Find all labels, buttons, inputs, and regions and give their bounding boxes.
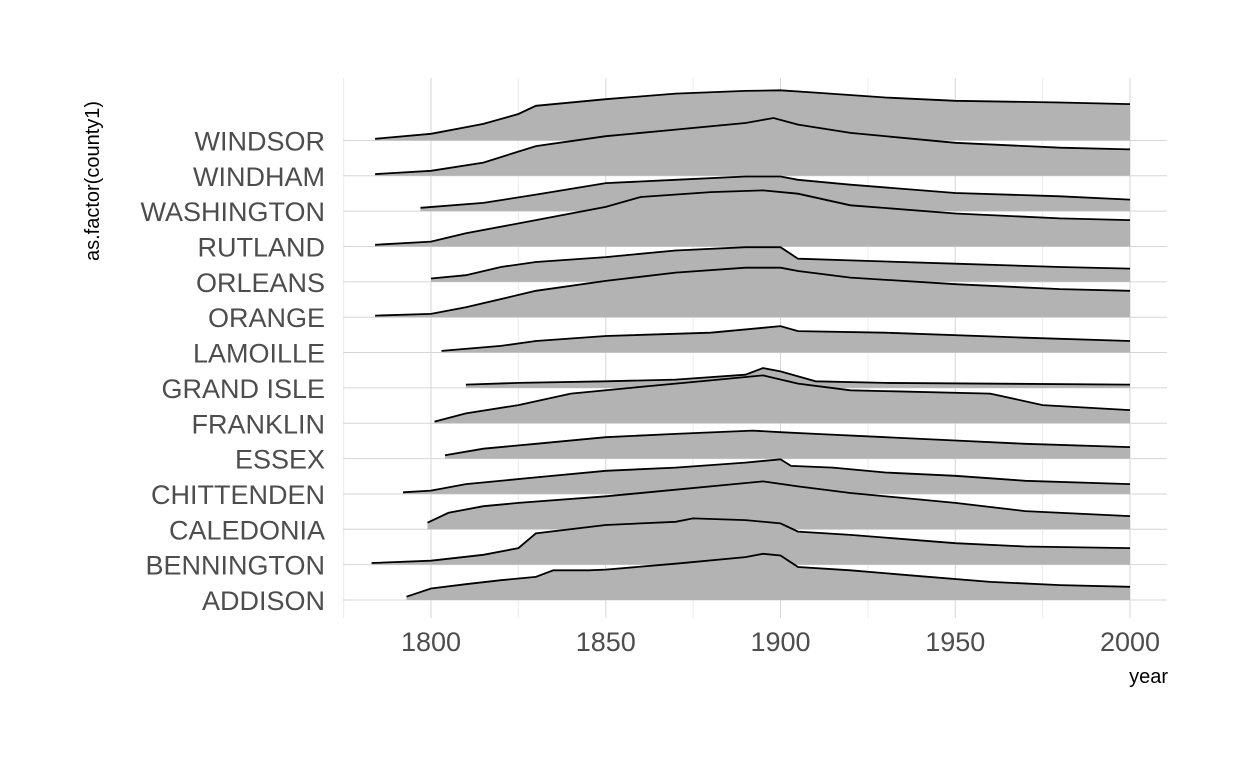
y-tick-label: ORANGE <box>208 303 325 333</box>
ridge-area <box>434 375 1130 424</box>
ridge-line <box>434 374 1131 423</box>
ridge-line <box>371 517 1131 564</box>
y-tick-label: WINDHAM <box>193 162 325 192</box>
x-tick-label: 1800 <box>401 627 461 657</box>
y-axis-ticks: ADDISON BENNINGTON CALEDONIA CHITTENDEN ESSE… <box>140 126 325 616</box>
y-tick-label: LAMOILLE <box>193 339 325 369</box>
ridge-line <box>402 458 1131 494</box>
ridge-line <box>430 246 1131 280</box>
x-tick-label: 1950 <box>925 627 985 657</box>
ridge-line <box>375 89 1131 140</box>
ridges <box>371 89 1131 600</box>
x-axis-title: year <box>1129 666 1168 688</box>
y-tick-label: ESSEX <box>235 445 325 475</box>
y-tick-label: ORLEANS <box>196 268 325 298</box>
ridge-area <box>403 459 1130 494</box>
ridge-line <box>420 175 1131 209</box>
ridge-area <box>427 481 1130 530</box>
ridge-area <box>375 90 1131 141</box>
x-tick-label: 1900 <box>750 627 810 657</box>
ridge-area <box>375 118 1131 176</box>
y-tick-label: ADDISON <box>202 586 325 616</box>
ridge-area <box>465 368 1130 388</box>
ridge-line <box>375 117 1131 175</box>
ridge-area <box>441 326 1130 353</box>
y-axis-title: as.factor(county1) <box>82 101 104 261</box>
ridge-area <box>371 518 1131 565</box>
x-tick-label: 1850 <box>576 627 636 657</box>
ridge-line <box>406 552 1131 598</box>
y-tick-label: RUTLAND <box>197 233 325 263</box>
y-tick-label: CHITTENDEN <box>151 480 325 510</box>
y-tick-label: FRANKLIN <box>191 409 325 439</box>
ridge-line <box>427 480 1131 524</box>
y-tick-label: BENNINGTON <box>145 551 325 581</box>
ridge-area <box>375 267 1131 318</box>
ridge-line <box>441 325 1131 352</box>
ridge-area <box>406 553 1130 600</box>
ridge-area <box>375 190 1131 247</box>
ridge-line <box>465 367 1131 386</box>
y-tick-label: GRAND ISLE <box>161 374 325 404</box>
y-tick-label: WASHINGTON <box>140 197 325 227</box>
y-tick-label: WINDSOR <box>195 126 326 156</box>
x-axis-ticks: 1800 1850 1900 1950 2000 <box>401 627 1160 657</box>
ridge-line <box>444 429 1131 457</box>
y-tick-label: CALEDONIA <box>169 515 325 545</box>
x-tick-label: 2000 <box>1100 627 1160 657</box>
ridge-line <box>375 266 1131 317</box>
ridge-area <box>431 247 1130 282</box>
ridge-line <box>375 189 1131 246</box>
